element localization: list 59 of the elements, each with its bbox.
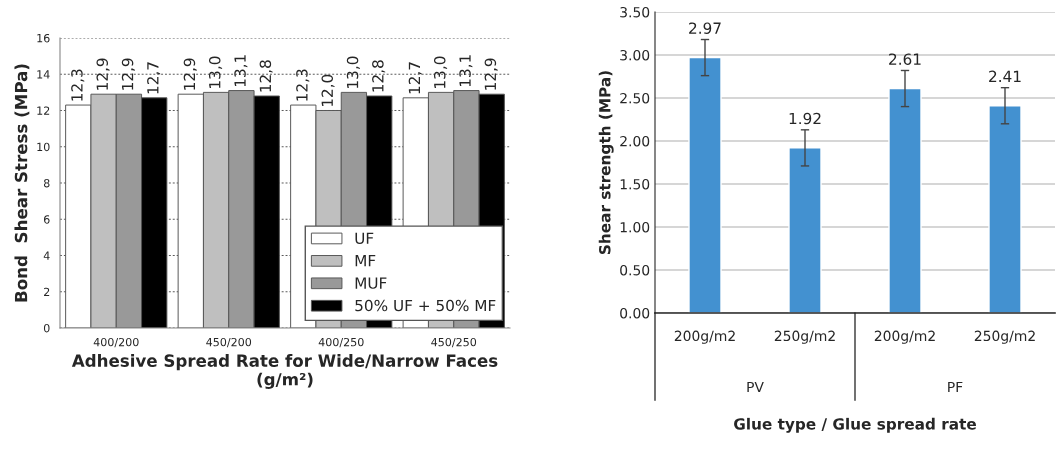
y-tick-label: 8 xyxy=(43,178,50,188)
y-tick-label: 4 xyxy=(43,251,50,260)
bar xyxy=(788,147,822,313)
bar xyxy=(888,87,922,313)
y-tick-label: 0.00 xyxy=(620,307,650,319)
data-label: 12,0 xyxy=(321,74,335,107)
data-label: 12,3 xyxy=(71,69,85,101)
y-tick-label: 14 xyxy=(37,70,50,79)
legend-label: MUF xyxy=(355,277,387,289)
data-label: 1.92 xyxy=(789,112,821,125)
y-tick-label: 3.50 xyxy=(620,6,650,18)
x-axis-title: Glue type / Glue spread rate xyxy=(734,417,976,433)
y-tick-label: 2 xyxy=(44,287,50,296)
y-tick-label: 0.50 xyxy=(620,264,650,276)
data-label: 2.61 xyxy=(889,53,921,65)
data-label: 12,9 xyxy=(121,58,135,90)
y-tick-label: 1.50 xyxy=(620,178,650,190)
y-tick-label: 3.00 xyxy=(620,49,650,61)
x-tick-label: 400/250 xyxy=(318,337,364,348)
bar xyxy=(988,105,1022,313)
y-tick-label: 2.00 xyxy=(620,135,650,147)
data-label: 13,0 xyxy=(208,56,223,88)
y-tick-label: 1.00 xyxy=(620,221,650,233)
bar xyxy=(688,56,722,313)
data-label: 13,0 xyxy=(346,56,360,88)
y-tick-label: 12 xyxy=(37,106,50,115)
data-label: 12,7 xyxy=(408,62,422,94)
y-axis-title: Bond Shear Stress (MPa) xyxy=(14,64,30,302)
legend-label: UF xyxy=(355,232,374,245)
x-tick-label: 250g/m2 xyxy=(974,330,1035,344)
legend-label: 50% UF + 50% MF xyxy=(355,299,496,312)
x-tick-label: 450/250 xyxy=(431,337,477,348)
data-label: 13,0 xyxy=(433,56,448,88)
y-tick-label: 2.50 xyxy=(620,92,650,104)
y-tick-label: 6 xyxy=(43,215,50,224)
y-tick-label: 0 xyxy=(43,323,50,333)
data-label: 12,9 xyxy=(96,58,110,90)
x-tick-label: 400/200 xyxy=(93,337,139,348)
data-label: 12,8 xyxy=(372,60,386,92)
x-axis-title: Adhesive Spread Rate for Wide/Narrow Faces (g/m²) xyxy=(71,354,498,389)
y-tick-label: 16 xyxy=(37,33,50,43)
data-label: 12,7 xyxy=(147,62,161,94)
text: PV xyxy=(747,381,764,393)
y-axis-title: Shear strength (MPa) xyxy=(598,71,614,255)
x-tick-label: 250g/m2 xyxy=(774,330,835,344)
data-label: 13,1 xyxy=(459,55,473,87)
data-label: 2.41 xyxy=(989,70,1021,82)
x-tick-label: 200g/m2 xyxy=(874,330,935,344)
text: PF xyxy=(948,381,963,393)
data-label: 12,3 xyxy=(296,69,310,101)
y-tick-label: 10 xyxy=(37,142,50,152)
data-label: 12,8 xyxy=(259,60,273,92)
data-label: 12,9 xyxy=(484,58,498,90)
x-tick-label: 200g/m2 xyxy=(674,330,735,344)
legend-label: MF xyxy=(355,255,376,267)
data-label: 12,9 xyxy=(183,58,197,90)
data-label: 13,1 xyxy=(234,55,248,87)
x-tick-label: 450/200 xyxy=(206,337,252,348)
data-label: 2.97 xyxy=(689,22,721,34)
